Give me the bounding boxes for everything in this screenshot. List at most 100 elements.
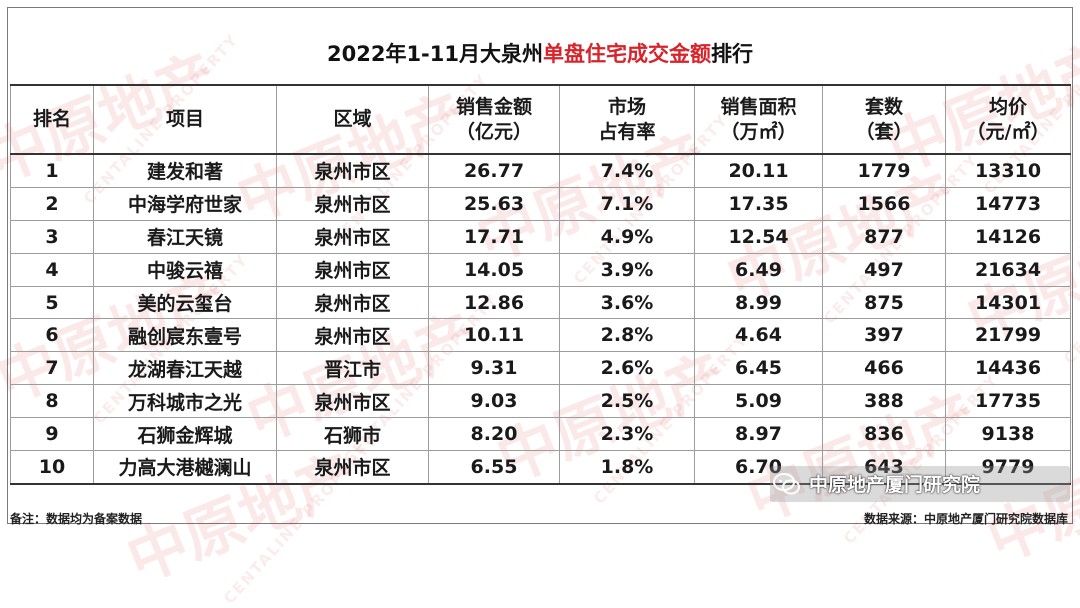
cell-price: 21799 xyxy=(945,318,1071,353)
cell-area: 5.09 xyxy=(694,384,823,419)
cell-units: 877 xyxy=(822,219,946,254)
table-row: 2 中海学府世家 泉州市区 25.63 7.1% 17.35 1566 14773 xyxy=(10,186,1071,221)
header-share: 市场 占有率 xyxy=(559,84,695,155)
cell-region: 泉州市区 xyxy=(276,384,429,419)
cell-project: 美的云玺台 xyxy=(93,285,277,320)
cell-area: 4.64 xyxy=(694,318,823,353)
cell-project: 春江天镜 xyxy=(93,219,277,254)
title-suffix: 排行 xyxy=(711,42,753,66)
brand-name: 中原地产厦门研究院 xyxy=(809,474,981,496)
cell-price: 9779 xyxy=(945,450,1071,485)
cell-project: 中海学府世家 xyxy=(93,186,277,221)
cell-share: 2.5% xyxy=(559,384,695,419)
page-title: 2022年1-11月大泉州单盘住宅成交金额排行 xyxy=(0,38,1080,68)
cell-units: 1779 xyxy=(822,153,946,188)
header-price-line1: 均价 xyxy=(988,95,1027,118)
cell-units: 466 xyxy=(822,351,946,386)
cell-amount: 25.63 xyxy=(428,186,560,221)
cell-region: 泉州市区 xyxy=(276,219,429,254)
cell-share: 2.8% xyxy=(559,318,695,353)
cell-price: 13310 xyxy=(945,153,1071,188)
table-row: 1 建发和著 泉州市区 26.77 7.4% 20.11 1779 13310 xyxy=(10,153,1071,188)
header-amount-line1: 销售金额 xyxy=(455,95,532,118)
table-row: 9 石狮金辉城 石狮市 8.20 2.3% 8.97 836 9138 xyxy=(10,417,1071,452)
cell-project: 万科城市之光 xyxy=(93,384,277,419)
cell-rank: 10 xyxy=(10,450,94,485)
cell-project: 建发和著 xyxy=(93,153,277,188)
cell-area: 8.97 xyxy=(694,417,823,452)
cell-region: 泉州市区 xyxy=(276,153,429,188)
header-area-line2: （万㎡） xyxy=(720,120,797,143)
cell-region: 泉州市区 xyxy=(276,450,429,485)
cell-area: 8.99 xyxy=(694,285,823,320)
ranking-table: 排名 项目 区域 销售金额 （亿元） 市场 占有率 销售面积 （万㎡） 套数 （套） 均价 （元/㎡） … xyxy=(10,84,1071,485)
page-frame xyxy=(7,7,1073,524)
cell-price: 9138 xyxy=(945,417,1071,452)
header-area-line1: 销售面积 xyxy=(720,95,797,118)
footer-source: 数据来源：中原地产厦门研究院数据库 xyxy=(863,512,1068,526)
cell-project: 石狮金辉城 xyxy=(93,417,277,452)
brand-backdrop xyxy=(770,466,1070,502)
cell-rank: 3 xyxy=(10,219,94,254)
header-project: 项目 xyxy=(93,84,277,155)
cell-share: 3.9% xyxy=(559,252,695,287)
title-prefix: 2022年1-11月大泉州 xyxy=(327,42,543,66)
header-rank: 排名 xyxy=(10,84,94,155)
cell-rank: 1 xyxy=(10,153,94,188)
cell-region: 泉州市区 xyxy=(276,318,429,353)
cell-area: 20.11 xyxy=(694,153,823,188)
cell-price: 14773 xyxy=(945,186,1071,221)
cell-share: 2.6% xyxy=(559,351,695,386)
header-price-line2: （元/㎡） xyxy=(966,120,1050,143)
cell-share: 7.4% xyxy=(559,153,695,188)
cell-rank: 9 xyxy=(10,417,94,452)
cell-price: 21634 xyxy=(945,252,1071,287)
wechat-icon xyxy=(773,472,800,494)
cell-project: 龙湖春江天越 xyxy=(93,351,277,386)
cell-amount: 6.55 xyxy=(428,450,560,485)
header-amount: 销售金额 （亿元） xyxy=(428,84,560,155)
table-row: 10 力高大港樾澜山 泉州市区 6.55 1.8% 6.70 643 9779 xyxy=(10,450,1071,485)
header-price: 均价 （元/㎡） xyxy=(945,84,1071,155)
header-share-line1: 市场 xyxy=(607,95,646,118)
cell-area: 17.35 xyxy=(694,186,823,221)
table-row: 6 融创宸东壹号 泉州市区 10.11 2.8% 4.64 397 21799 xyxy=(10,318,1071,353)
cell-amount: 10.11 xyxy=(428,318,560,353)
cell-amount: 9.31 xyxy=(428,351,560,386)
header-share-line2: 占有率 xyxy=(598,120,656,143)
cell-amount: 17.71 xyxy=(428,219,560,254)
cell-units: 497 xyxy=(822,252,946,287)
cell-units: 875 xyxy=(822,285,946,320)
brand-badge: 中原地产厦门研究院 xyxy=(773,470,980,497)
cell-price: 14126 xyxy=(945,219,1071,254)
header-amount-line2: （亿元） xyxy=(455,120,532,143)
cell-amount: 14.05 xyxy=(428,252,560,287)
table-row: 5 美的云玺台 泉州市区 12.86 3.6% 8.99 875 14301 xyxy=(10,285,1071,320)
cell-area: 6.45 xyxy=(694,351,823,386)
table-row: 4 中骏云禧 泉州市区 14.05 3.9% 6.49 497 21634 xyxy=(10,252,1071,287)
table-header-row: 排名 项目 区域 销售金额 （亿元） 市场 占有率 销售面积 （万㎡） 套数 （套） 均价 （元/㎡） xyxy=(10,84,1071,155)
cell-project: 力高大港樾澜山 xyxy=(93,450,277,485)
header-region: 区域 xyxy=(276,84,429,155)
cell-amount: 12.86 xyxy=(428,285,560,320)
cell-amount: 9.03 xyxy=(428,384,560,419)
cell-price: 17735 xyxy=(945,384,1071,419)
cell-rank: 7 xyxy=(10,351,94,386)
header-area: 销售面积 （万㎡） xyxy=(694,84,823,155)
table-row: 3 春江天镜 泉州市区 17.71 4.9% 12.54 877 14126 xyxy=(10,219,1071,254)
cell-project: 中骏云禧 xyxy=(93,252,277,287)
header-project-line1: 项目 xyxy=(165,108,204,130)
header-units-line2: （套） xyxy=(855,120,913,143)
header-rank-line1: 排名 xyxy=(32,108,71,130)
cell-amount: 8.20 xyxy=(428,417,560,452)
cell-rank: 2 xyxy=(10,186,94,221)
table-row: 7 龙湖春江天越 晋江市 9.31 2.6% 6.45 466 14436 xyxy=(10,351,1071,386)
cell-region: 泉州市区 xyxy=(276,186,429,221)
cell-units: 397 xyxy=(822,318,946,353)
cell-units: 836 xyxy=(822,417,946,452)
cell-region: 晋江市 xyxy=(276,351,429,386)
cell-share: 3.6% xyxy=(559,285,695,320)
cell-project: 融创宸东壹号 xyxy=(93,318,277,353)
header-units: 套数 （套） xyxy=(822,84,946,155)
cell-rank: 8 xyxy=(10,384,94,419)
